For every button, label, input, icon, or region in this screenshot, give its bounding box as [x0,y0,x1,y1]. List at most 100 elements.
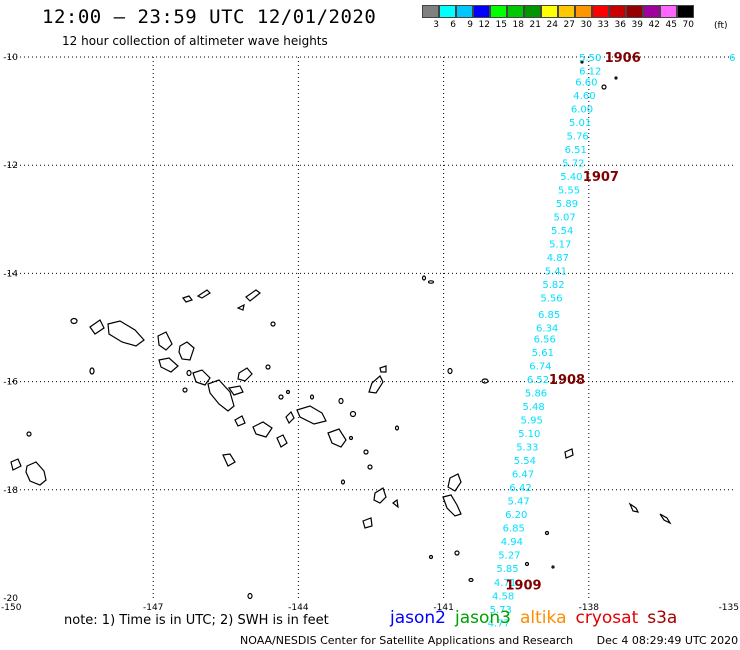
island [196,289,211,299]
hour-marker: 1909 [505,578,541,593]
wave-height-value: 6.85 [503,524,525,535]
island [614,76,618,80]
island [442,494,462,517]
wave-height-value: 4.60 [573,91,595,102]
island [207,379,235,412]
island [601,84,607,90]
hour-markers: 1906 1907 1908 1909 [505,51,640,593]
wave-height-value: 6.12 [579,67,601,78]
page-title: 12:00 – 23:59 UTC 12/01/2020 [42,6,377,28]
legend-tick: 9 [467,20,473,30]
island [362,517,373,529]
legend-swatch [575,5,592,18]
satellite-cryosat: cryosat [575,608,639,628]
map-grid [8,56,734,598]
wave-height-value: 6.51 [565,145,587,156]
island [182,387,188,393]
wave-height-value: 6.60 [575,77,597,88]
wave-height-value: 4.77 [488,618,510,629]
island [367,464,373,470]
wave-height-value: 5.61 [532,348,554,359]
map-axes: -10 -12 -14 -16 -18 -20-150 -147 -144 -141 -138 -1… [1,53,739,613]
island [524,561,530,567]
wave-height-value: 5.33 [516,443,538,454]
island [107,320,145,347]
island [265,364,271,370]
island [363,449,369,455]
wave-height-value: 5.86 [525,388,547,399]
island [252,421,273,438]
island [278,394,284,400]
island [340,479,346,485]
island [276,434,288,448]
satellite-altika: altika [520,608,567,628]
island [10,458,22,471]
hour-marker: 1907 [583,170,619,185]
credit-text: NOAA/NESDIS Center for Satellite Applica… [240,634,574,647]
wave-height-value: 5.54 [551,226,573,237]
legend-tick: 24 [546,20,558,30]
wave-height-value: 5.85 [496,564,518,575]
wave-height-value: 5.40 [560,172,582,183]
legend-swatch [524,5,541,18]
wave-height-value: 6.20 [505,510,527,521]
credit-line: NOAA/NESDIS Center for Satellite Applica… [240,634,740,647]
legend-swatch [592,5,609,18]
wave-height-value: 5.27 [498,551,520,562]
legend-swatch [439,5,456,18]
island [89,367,95,375]
island [285,389,291,395]
hour-marker: 1906 [605,51,641,66]
wave-height-value: 6.56 [534,334,556,345]
island [392,498,399,509]
legend-tick: 27 [563,20,575,30]
legend-tick: 36 [614,20,626,30]
wave-height-value: 5.48 [522,402,544,413]
satellite-jason3: jason3 [455,608,511,628]
lat-tick-label: -20 [3,594,18,604]
wave-height-value: 5.01 [569,118,591,129]
legend-swatch [660,5,677,18]
wave-height-value: 6.42 [509,483,531,494]
wave-height-value: 6.52 [527,375,549,386]
legend-tick: 30 [580,20,592,30]
wave-height-value: 5.10 [518,429,540,440]
island [427,280,435,284]
wave-height-value: 5.82 [542,280,564,291]
wave-height-value: 5.07 [553,213,575,224]
island [551,565,555,569]
legend-swatch [473,5,490,18]
satellite-jason2: jason2 [390,608,446,628]
island [227,385,244,396]
island [544,530,550,536]
wave-height-value: 5.50 [579,53,601,64]
hour-marker: 1908 [549,373,585,388]
island [349,410,357,418]
island [270,321,276,327]
island [26,431,32,437]
wave-height-value: 5.47 [507,497,529,508]
island [447,367,453,375]
island [454,550,460,556]
legend-tick: 39 [631,20,643,30]
legend-tick: 3 [433,20,439,30]
island [628,502,640,513]
island [247,592,253,600]
island [296,405,327,425]
wave-height-value: 5.55 [558,186,580,197]
wave-height-value: 4.71 [494,578,516,589]
island [237,367,253,382]
wave-height-value: 6.00 [571,104,593,115]
altimeter-track: 5.50 6.126.60 4.60 6.00 5.01 5.76 6.51 5.72 5.40… [488,53,736,629]
island [368,375,384,394]
legend-tick: 70 [682,20,694,30]
legend-tick: 33 [597,20,609,30]
wave-height-value: 5.72 [562,158,584,169]
island [564,448,574,459]
lat-tick-label: -12 [3,161,18,171]
color-legend: 3 6 9 12 15 18 21 24 27 30 33 36 39 42 45 70 (ft) [422,5,728,31]
legend-tick: 42 [648,20,660,30]
legend-tick: 15 [495,20,507,30]
island [186,369,192,377]
